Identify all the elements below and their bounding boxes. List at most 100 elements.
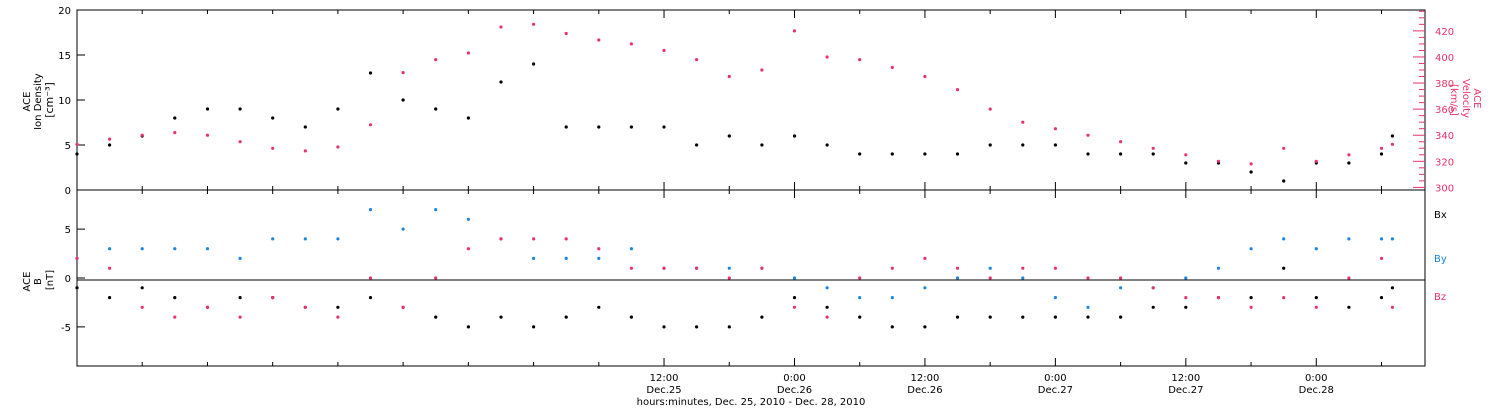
top-right-tick-label: 340 bbox=[1435, 131, 1454, 142]
top-right-axis-label: ACE Velocity [km/s] bbox=[1448, 79, 1482, 121]
data-point-bz bbox=[825, 315, 829, 319]
data-point-black bbox=[825, 143, 829, 147]
legend-bx: Bx bbox=[1434, 210, 1447, 221]
data-point-bx bbox=[1379, 296, 1384, 300]
x-tick-time: 0:00 bbox=[783, 373, 805, 384]
data-point-pink bbox=[1379, 146, 1384, 150]
data-point-pink bbox=[108, 137, 112, 141]
data-point-pink bbox=[1053, 127, 1057, 131]
data-point-black bbox=[760, 143, 764, 147]
data-point-by bbox=[1347, 237, 1351, 241]
data-point-bz bbox=[1151, 286, 1155, 290]
data-point-pink bbox=[825, 55, 829, 59]
data-point-bx bbox=[238, 296, 242, 300]
bottom-panel-series bbox=[75, 208, 1394, 329]
data-point-bz bbox=[955, 266, 960, 270]
data-point-bx bbox=[108, 296, 112, 300]
data-point-bx bbox=[466, 325, 470, 329]
data-point-bx bbox=[1021, 315, 1025, 319]
data-point-black bbox=[108, 143, 112, 147]
data-point-black bbox=[727, 134, 731, 138]
data-point-bz bbox=[466, 247, 470, 251]
data-point-by bbox=[1119, 286, 1123, 290]
data-point-bz bbox=[1021, 266, 1025, 270]
data-point-bx bbox=[336, 305, 340, 309]
data-point-black bbox=[1151, 152, 1155, 156]
bottom-axis-label: ACE B [nT] bbox=[22, 268, 56, 291]
data-point-bz bbox=[792, 305, 797, 309]
data-point-bz bbox=[401, 305, 405, 309]
data-point-by bbox=[727, 266, 731, 270]
data-point-bz bbox=[108, 266, 112, 270]
data-point-by bbox=[140, 247, 144, 251]
data-point-bz bbox=[1184, 296, 1188, 300]
data-point-bz bbox=[629, 266, 634, 270]
top-left-tick-label: 0 bbox=[65, 186, 71, 197]
data-point-pink bbox=[1216, 159, 1221, 163]
data-point-pink bbox=[695, 58, 699, 62]
data-point-by bbox=[1282, 237, 1286, 241]
top-left-label-line-1: ACE bbox=[22, 92, 33, 112]
data-point-bz bbox=[1314, 305, 1318, 309]
data-point-bz bbox=[695, 266, 699, 270]
bottom-label-line-2: B bbox=[33, 278, 44, 285]
top-left-axis-label: ACE Ion Density [cm⁻³] bbox=[22, 70, 56, 130]
data-point-black bbox=[205, 107, 210, 111]
bottom-left-axis: -5 0 5 bbox=[61, 225, 85, 334]
data-point-by bbox=[792, 276, 797, 280]
data-point-black bbox=[1379, 152, 1384, 156]
data-point-bz bbox=[1347, 276, 1351, 280]
top-left-tick-label: 5 bbox=[65, 141, 71, 152]
data-point-bz bbox=[1119, 276, 1123, 280]
data-point-bz bbox=[303, 305, 307, 309]
data-point-black bbox=[1347, 161, 1351, 165]
data-point-bz bbox=[173, 315, 177, 319]
bottom-left-tick-label: 0 bbox=[65, 274, 71, 285]
x-tick-time: 12:00 bbox=[911, 373, 940, 384]
x-tick-time: 0:00 bbox=[1305, 373, 1327, 384]
data-point-bx bbox=[760, 315, 764, 319]
data-point-black bbox=[564, 125, 568, 129]
data-point-black bbox=[434, 107, 438, 111]
data-point-pink bbox=[140, 133, 144, 137]
data-point-black bbox=[1390, 134, 1394, 138]
data-point-black bbox=[499, 80, 503, 84]
data-point-bx bbox=[1249, 296, 1253, 300]
data-point-by bbox=[1249, 247, 1253, 251]
data-point-pink bbox=[368, 123, 373, 127]
data-point-by bbox=[923, 286, 927, 290]
data-point-pink bbox=[858, 58, 862, 62]
bottom-left-tick-label: 5 bbox=[65, 225, 71, 236]
data-point-pink bbox=[597, 38, 601, 42]
data-point-bz bbox=[271, 296, 275, 300]
data-point-black bbox=[695, 143, 699, 147]
data-point-bz bbox=[1379, 256, 1384, 260]
data-point-bz bbox=[368, 276, 373, 280]
data-point-bx bbox=[695, 325, 699, 329]
x-axis-label: hours:minutes, Dec. 25, 2010 - Dec. 28, … bbox=[637, 397, 866, 408]
data-point-pink bbox=[1249, 162, 1253, 166]
top-left-label-line-3: [cm⁻³] bbox=[43, 82, 56, 118]
data-point-black bbox=[792, 134, 797, 138]
data-point-pink bbox=[955, 88, 960, 92]
x-tick-date: Dec.26 bbox=[907, 385, 942, 396]
data-point-pink bbox=[1151, 146, 1155, 150]
data-point-pink bbox=[792, 29, 797, 33]
data-point-bz bbox=[564, 237, 568, 241]
top-left-tick-label: 15 bbox=[58, 51, 71, 62]
top-left-tick-label: 10 bbox=[58, 96, 71, 107]
data-point-bz bbox=[1086, 276, 1090, 280]
data-point-bx bbox=[629, 315, 634, 319]
data-point-by bbox=[1021, 276, 1025, 280]
top-panel-frame bbox=[76, 9, 1426, 191]
data-point-bz bbox=[336, 315, 340, 319]
data-point-bx bbox=[923, 325, 927, 329]
data-point-black bbox=[858, 152, 862, 156]
data-point-black bbox=[271, 116, 275, 120]
data-point-pink bbox=[271, 146, 275, 150]
data-point-bz bbox=[499, 237, 503, 241]
data-point-by bbox=[1184, 276, 1188, 280]
x-tick-date: Dec.27 bbox=[1038, 385, 1073, 396]
data-point-bx bbox=[140, 286, 144, 290]
data-point-bx bbox=[1151, 305, 1155, 309]
